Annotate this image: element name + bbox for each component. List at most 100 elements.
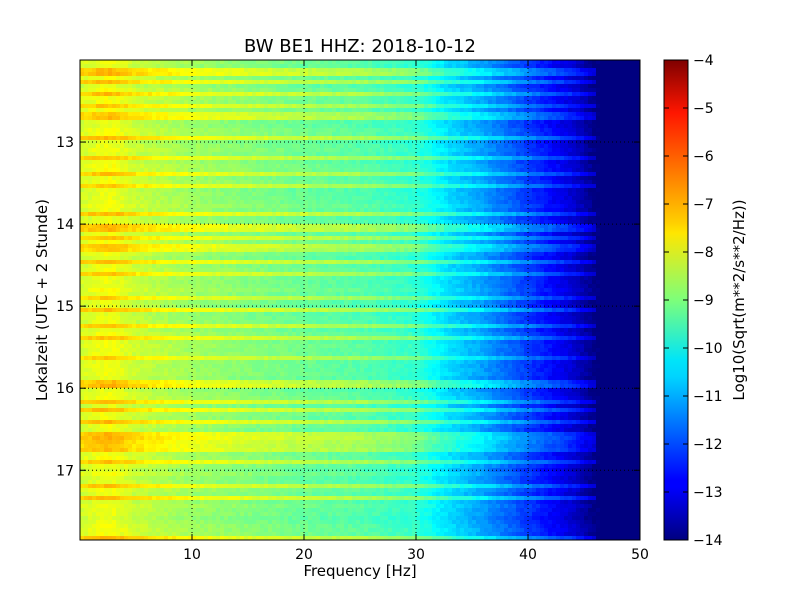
heatmap-cell xyxy=(384,120,389,125)
heatmap-cell xyxy=(244,80,249,85)
heatmap-cell xyxy=(184,148,189,153)
heatmap-cell xyxy=(364,184,369,189)
heatmap-cell xyxy=(200,160,205,165)
heatmap-cell xyxy=(296,116,301,121)
heatmap-cell xyxy=(136,100,141,105)
heatmap-cell xyxy=(604,192,609,197)
heatmap-cell xyxy=(116,200,121,205)
heatmap-cell xyxy=(524,104,529,109)
heatmap-cell xyxy=(168,152,173,157)
heatmap-cell xyxy=(432,96,437,101)
heatmap-cell xyxy=(172,140,177,145)
heatmap-cell xyxy=(144,120,149,125)
heatmap-cell xyxy=(580,72,585,77)
heatmap-cell xyxy=(444,152,449,157)
heatmap-cell xyxy=(336,84,341,89)
heatmap-cell xyxy=(452,124,457,129)
heatmap-cell xyxy=(268,104,273,109)
heatmap-cell xyxy=(244,84,249,89)
heatmap-cell xyxy=(276,96,281,101)
heatmap-cell xyxy=(184,176,189,181)
heatmap-cell xyxy=(408,104,413,109)
heatmap-cell xyxy=(456,64,461,69)
heatmap-cell xyxy=(632,144,637,149)
heatmap-cell xyxy=(176,104,181,109)
heatmap-cell xyxy=(120,196,125,201)
heatmap-cell xyxy=(400,104,405,109)
heatmap-cell xyxy=(100,188,105,193)
heatmap-cell xyxy=(512,72,517,77)
heatmap-cell xyxy=(336,140,341,145)
heatmap-cell xyxy=(560,84,565,89)
heatmap-cell xyxy=(420,180,425,185)
heatmap-cell xyxy=(424,72,429,77)
heatmap-cell xyxy=(564,164,569,169)
heatmap-cell xyxy=(236,148,241,153)
heatmap-cell xyxy=(128,120,133,125)
heatmap-cell xyxy=(376,180,381,185)
heatmap-cell xyxy=(576,108,581,113)
heatmap-cell xyxy=(220,144,225,149)
heatmap-cell xyxy=(188,156,193,161)
heatmap-cell xyxy=(216,96,221,101)
heatmap-cell xyxy=(436,112,441,117)
heatmap-cell xyxy=(508,72,513,77)
heatmap-cell xyxy=(420,104,425,109)
heatmap-cell xyxy=(496,188,501,193)
heatmap-cell xyxy=(588,176,593,181)
heatmap-cell xyxy=(128,200,133,205)
heatmap-cell xyxy=(452,160,457,165)
heatmap-cell xyxy=(584,72,589,77)
heatmap-cell xyxy=(448,136,453,141)
heatmap-cell xyxy=(440,100,445,105)
heatmap-cell xyxy=(156,92,161,97)
heatmap-cell xyxy=(592,96,597,101)
heatmap-cell xyxy=(320,176,325,181)
heatmap-cell xyxy=(444,104,449,109)
heatmap-cell xyxy=(476,140,481,145)
heatmap-cell xyxy=(244,64,249,69)
heatmap-cell xyxy=(192,156,197,161)
heatmap-cell xyxy=(204,72,209,77)
heatmap-cell xyxy=(240,180,245,185)
heatmap-cell xyxy=(420,100,425,105)
heatmap-cell xyxy=(576,148,581,153)
heatmap-cell xyxy=(528,140,533,145)
heatmap-cell xyxy=(188,188,193,193)
heatmap-cell xyxy=(296,140,301,145)
heatmap-cell xyxy=(448,152,453,157)
heatmap-cell xyxy=(436,88,441,93)
heatmap-cell xyxy=(296,164,301,169)
heatmap-cell xyxy=(400,188,405,193)
heatmap-cell xyxy=(132,60,137,65)
heatmap-cell xyxy=(516,196,521,201)
heatmap-cell xyxy=(584,112,589,117)
heatmap-cell xyxy=(220,64,225,69)
heatmap-cell xyxy=(624,144,629,149)
heatmap-cell xyxy=(616,60,621,65)
heatmap-cell xyxy=(308,124,313,129)
heatmap-cell xyxy=(544,80,549,85)
heatmap-cell xyxy=(392,156,397,161)
heatmap-cell xyxy=(596,68,601,73)
heatmap-cell xyxy=(132,96,137,101)
heatmap-cell xyxy=(440,192,445,197)
heatmap-cell xyxy=(380,172,385,177)
heatmap-cell xyxy=(504,144,509,149)
heatmap-cell xyxy=(536,140,541,145)
heatmap-cell xyxy=(180,136,185,141)
heatmap-cell xyxy=(624,196,629,201)
heatmap-cell xyxy=(108,72,113,77)
heatmap-cell xyxy=(324,108,329,113)
heatmap-cell xyxy=(396,116,401,121)
heatmap-cell xyxy=(428,152,433,157)
heatmap-cell xyxy=(152,88,157,93)
heatmap-cell xyxy=(432,144,437,149)
heatmap-cell xyxy=(568,128,573,133)
heatmap-cell xyxy=(300,72,305,77)
heatmap-cell xyxy=(88,88,93,93)
heatmap-cell xyxy=(188,112,193,117)
heatmap-cell xyxy=(516,108,521,113)
heatmap-cell xyxy=(80,104,85,109)
heatmap-cell xyxy=(80,176,85,181)
